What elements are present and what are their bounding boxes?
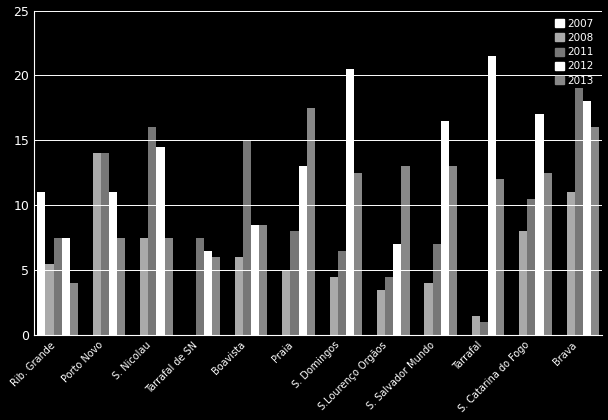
Bar bbox=[156, 147, 165, 335]
Bar bbox=[441, 121, 449, 335]
Bar bbox=[393, 244, 401, 335]
Bar bbox=[527, 199, 536, 335]
Bar bbox=[424, 283, 432, 335]
Bar bbox=[385, 277, 393, 335]
Bar bbox=[46, 264, 54, 335]
Bar bbox=[61, 238, 70, 335]
Bar bbox=[54, 238, 61, 335]
Bar bbox=[140, 238, 148, 335]
Bar bbox=[93, 153, 101, 335]
Bar bbox=[291, 231, 299, 335]
Bar bbox=[70, 283, 78, 335]
Bar bbox=[472, 316, 480, 335]
Bar bbox=[299, 166, 306, 335]
Bar bbox=[243, 140, 251, 335]
Bar bbox=[567, 192, 575, 335]
Bar bbox=[449, 166, 457, 335]
Bar bbox=[544, 173, 551, 335]
Legend: 2007, 2008, 2011, 2012, 2013: 2007, 2008, 2011, 2012, 2013 bbox=[552, 16, 597, 89]
Bar bbox=[338, 251, 346, 335]
Bar bbox=[591, 127, 599, 335]
Bar bbox=[519, 231, 527, 335]
Bar bbox=[480, 322, 488, 335]
Bar bbox=[377, 290, 385, 335]
Bar bbox=[496, 179, 504, 335]
Bar bbox=[354, 173, 362, 335]
Bar bbox=[101, 153, 109, 335]
Bar bbox=[251, 225, 259, 335]
Bar bbox=[235, 257, 243, 335]
Bar bbox=[536, 114, 544, 335]
Bar bbox=[117, 238, 125, 335]
Bar bbox=[37, 192, 46, 335]
Bar bbox=[583, 102, 591, 335]
Bar bbox=[575, 89, 583, 335]
Bar bbox=[401, 166, 410, 335]
Bar bbox=[204, 251, 212, 335]
Bar bbox=[488, 56, 496, 335]
Bar bbox=[212, 257, 220, 335]
Bar bbox=[282, 270, 291, 335]
Bar bbox=[346, 69, 354, 335]
Bar bbox=[148, 127, 156, 335]
Bar bbox=[432, 244, 441, 335]
Bar bbox=[165, 238, 173, 335]
Bar bbox=[259, 225, 268, 335]
Bar bbox=[306, 108, 315, 335]
Bar bbox=[109, 192, 117, 335]
Bar bbox=[196, 238, 204, 335]
Bar bbox=[330, 277, 338, 335]
